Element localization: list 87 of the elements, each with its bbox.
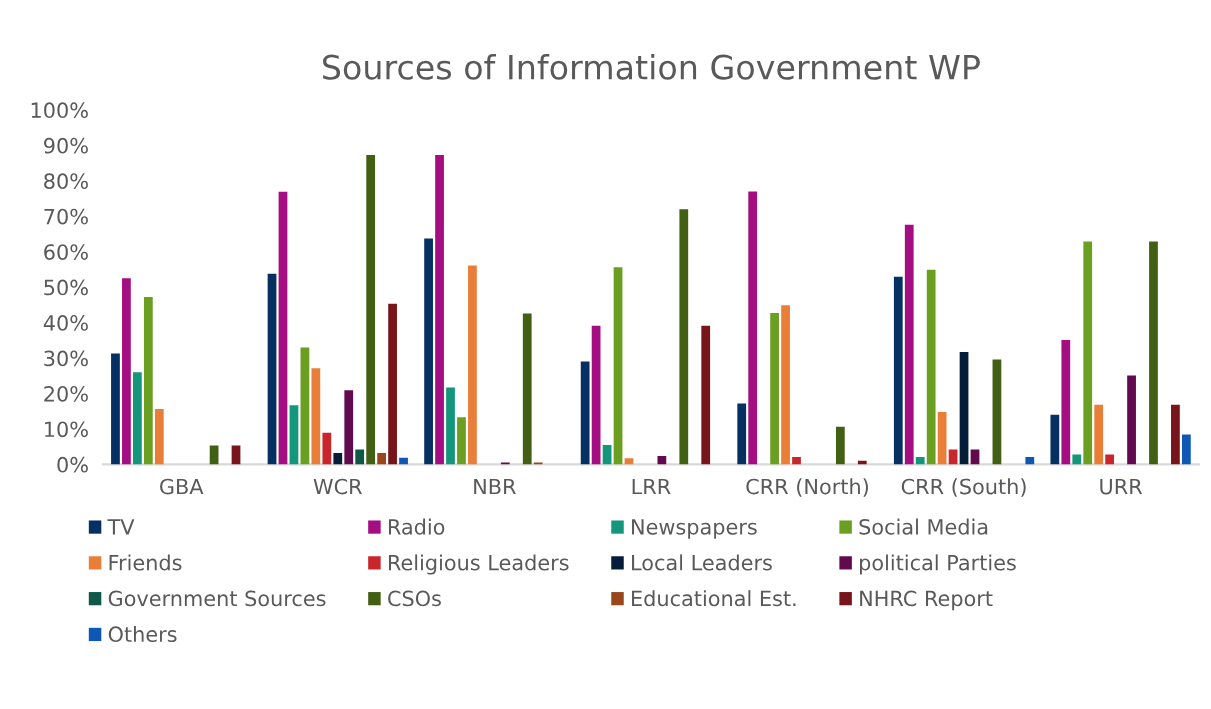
- y-tick-label: 0%: [57, 456, 88, 473]
- bar: [1025, 456, 1035, 465]
- x-tick-label: NBR: [474, 478, 516, 495]
- y-tick-label: 30%: [44, 350, 88, 367]
- y-tick-label: 60%: [44, 244, 88, 260]
- bar: [289, 405, 299, 465]
- legend-label: Educational Est.: [632, 590, 796, 607]
- x-tick-label: CRR (North): [746, 478, 869, 497]
- legend-label: Newspapers: [632, 519, 757, 539]
- y-tick-label: 10%: [45, 421, 88, 438]
- bar: [355, 449, 365, 465]
- y-tick-label: 80%: [44, 173, 88, 190]
- bar: [333, 453, 343, 465]
- bar: [300, 347, 310, 465]
- bar: [366, 154, 376, 465]
- legend-label: Local Leaders: [632, 554, 772, 571]
- y-tick-label: 70%: [44, 208, 88, 225]
- x-tick-label: GBA: [160, 478, 204, 495]
- bar: [781, 305, 790, 465]
- bar: [701, 325, 711, 465]
- legend-label: Social Media: [859, 518, 988, 535]
- x-tick-label: CRR (South): [901, 478, 1026, 497]
- legend-label: Radio: [388, 518, 445, 535]
- bar: [679, 209, 689, 465]
- x-tick-label: URR: [1100, 478, 1143, 495]
- legend-label: TV: [107, 519, 135, 535]
- bar: [446, 387, 455, 465]
- bar: [322, 432, 332, 465]
- bar: [154, 409, 164, 465]
- legend-label: CSOs: [388, 590, 441, 607]
- y-tick-label: 100%: [31, 102, 88, 119]
- bar: [278, 191, 288, 465]
- bar: [926, 269, 936, 465]
- legend-label: political Parties: [860, 554, 1016, 575]
- bar: [1083, 241, 1093, 465]
- bar: [1149, 241, 1158, 465]
- bar: [1094, 404, 1104, 465]
- bar: [311, 368, 321, 465]
- y-tick-label: 20%: [44, 385, 88, 402]
- bar: [591, 325, 601, 465]
- bar: [937, 411, 947, 465]
- bar: [1127, 375, 1136, 465]
- bar: [122, 278, 131, 465]
- bar: [267, 273, 277, 465]
- bar: [1050, 414, 1060, 465]
- bar: [657, 455, 667, 465]
- bar: [388, 303, 397, 465]
- x-tick-label: LRR: [632, 478, 671, 495]
- bar: [399, 457, 408, 465]
- bar: [613, 267, 623, 465]
- x-tick-label: WCR: [313, 478, 362, 495]
- legend-label: Government Sources: [108, 590, 326, 607]
- chart-title: Sources of Information Government WP: [322, 54, 980, 80]
- bar: [835, 426, 845, 465]
- bar: [992, 359, 1002, 465]
- bar: [624, 458, 634, 465]
- bar: [468, 265, 477, 465]
- bar: [770, 313, 779, 465]
- legend-label: Others: [108, 625, 177, 643]
- bar: [1181, 434, 1191, 465]
- bar: [748, 191, 758, 465]
- bar: [143, 297, 153, 465]
- bar: [133, 372, 142, 465]
- y-tick-label: 90%: [44, 137, 88, 154]
- bar: [111, 353, 120, 465]
- legend-label: Religious Leaders: [388, 554, 569, 575]
- bar: [959, 352, 969, 465]
- bar: [915, 456, 925, 465]
- bar: [522, 313, 532, 465]
- bar: [1072, 454, 1082, 465]
- bar: [344, 390, 354, 465]
- bar: [435, 154, 444, 465]
- bar: [377, 453, 386, 465]
- bar: [424, 238, 433, 465]
- bar: [1061, 339, 1071, 465]
- bar: [904, 224, 914, 465]
- bar: [792, 456, 801, 465]
- bar: [457, 417, 466, 465]
- y-tick-label: 40%: [43, 315, 88, 331]
- legend-label: NHRC Report: [860, 590, 993, 611]
- bar: [580, 361, 590, 465]
- y-tick-label: 50%: [44, 279, 88, 296]
- bar: [737, 403, 747, 465]
- bar: [1105, 454, 1115, 465]
- legend-label: Friends: [109, 554, 182, 571]
- bar: [893, 276, 903, 465]
- bar: [1171, 404, 1180, 465]
